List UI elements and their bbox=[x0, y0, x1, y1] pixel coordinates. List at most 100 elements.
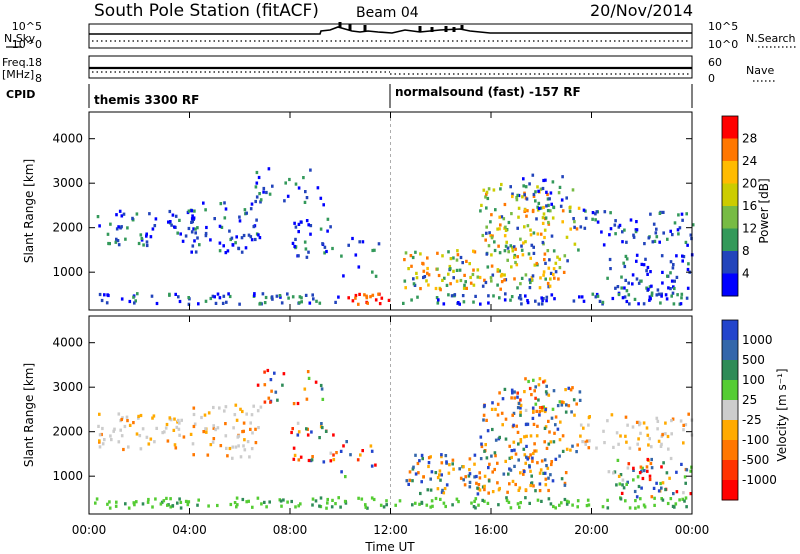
data-cell bbox=[685, 505, 688, 509]
data-cell bbox=[243, 208, 247, 212]
data-cell bbox=[314, 499, 318, 503]
data-cell bbox=[677, 232, 680, 236]
data-cell bbox=[431, 504, 434, 508]
data-cell bbox=[672, 492, 675, 496]
data-cell bbox=[619, 497, 623, 501]
data-cell bbox=[137, 241, 141, 246]
data-cell bbox=[192, 227, 195, 231]
data-cell bbox=[537, 189, 540, 193]
data-cell bbox=[440, 473, 443, 477]
data-cell bbox=[526, 209, 529, 213]
colorbar-swatch bbox=[722, 440, 738, 461]
data-cell bbox=[524, 273, 528, 277]
data-cell bbox=[394, 503, 397, 507]
data-cell bbox=[243, 438, 246, 442]
data-cell bbox=[120, 417, 123, 422]
data-cell bbox=[179, 506, 183, 510]
data-cell bbox=[235, 418, 239, 422]
data-cell bbox=[635, 495, 639, 499]
data-cell bbox=[532, 194, 536, 198]
data-cell bbox=[485, 252, 489, 256]
data-cell bbox=[364, 505, 368, 509]
colorbar-tick-label: -500 bbox=[742, 453, 769, 467]
data-cell bbox=[530, 243, 534, 247]
data-cell bbox=[510, 265, 513, 269]
data-cell bbox=[503, 249, 507, 253]
data-cell bbox=[186, 503, 190, 507]
data-cell bbox=[649, 461, 653, 466]
data-cell bbox=[557, 277, 560, 281]
data-cell bbox=[404, 251, 408, 255]
colorbar-swatch bbox=[722, 161, 738, 184]
data-cell bbox=[601, 300, 605, 304]
data-cell bbox=[164, 426, 168, 430]
data-cell bbox=[532, 231, 536, 235]
data-cell bbox=[489, 276, 493, 280]
data-cell bbox=[410, 264, 413, 268]
data-cell bbox=[650, 284, 653, 288]
data-cell bbox=[516, 395, 519, 399]
data-cell bbox=[635, 253, 639, 257]
data-cell bbox=[98, 439, 101, 443]
data-cell bbox=[124, 237, 127, 241]
data-cell bbox=[639, 431, 642, 435]
data-cell bbox=[572, 299, 576, 303]
data-cell bbox=[170, 223, 173, 227]
y-tick-label: 2000 bbox=[52, 221, 83, 235]
data-cell bbox=[553, 297, 556, 301]
data-cell bbox=[462, 478, 465, 482]
data-cell bbox=[456, 249, 459, 253]
data-cell bbox=[690, 465, 693, 469]
data-cell bbox=[171, 213, 175, 217]
data-cell bbox=[594, 218, 597, 222]
data-cell bbox=[625, 257, 629, 261]
data-cell bbox=[552, 272, 555, 277]
data-cell bbox=[250, 447, 254, 451]
data-cell bbox=[155, 301, 159, 306]
data-cell bbox=[334, 300, 337, 304]
data-cell bbox=[672, 263, 675, 267]
data-cell bbox=[113, 427, 116, 431]
data-cell bbox=[632, 478, 635, 482]
data-cell bbox=[223, 409, 226, 413]
data-cell bbox=[223, 216, 227, 220]
data-cell bbox=[98, 224, 101, 228]
data-cell bbox=[429, 455, 432, 459]
data-cell bbox=[442, 501, 446, 505]
data-cell bbox=[148, 212, 151, 216]
data-cell bbox=[345, 440, 348, 444]
data-cell bbox=[494, 454, 497, 458]
data-cell bbox=[682, 255, 686, 259]
data-cell bbox=[533, 442, 536, 446]
data-cell bbox=[545, 384, 548, 388]
data-cell bbox=[535, 261, 539, 266]
data-cell bbox=[520, 248, 524, 252]
data-cell bbox=[538, 410, 541, 414]
data-cell bbox=[455, 497, 459, 501]
data-cell bbox=[452, 467, 455, 471]
data-cell bbox=[642, 421, 646, 425]
data-cell bbox=[543, 252, 547, 256]
data-cell bbox=[259, 200, 262, 204]
power-colorbar-label: Power [dB] bbox=[757, 178, 771, 243]
data-cell bbox=[476, 268, 480, 272]
data-cell bbox=[256, 409, 260, 413]
data-cell bbox=[653, 496, 656, 500]
data-cell bbox=[468, 457, 472, 461]
data-cell bbox=[429, 488, 433, 492]
data-cell bbox=[265, 190, 268, 195]
data-cell bbox=[403, 279, 407, 283]
data-cell bbox=[371, 293, 375, 297]
data-cell bbox=[550, 202, 553, 206]
data-cell bbox=[303, 387, 307, 391]
data-cell bbox=[280, 301, 284, 305]
data-cell bbox=[558, 266, 562, 270]
data-cell bbox=[542, 178, 545, 183]
data-cell bbox=[377, 292, 380, 296]
data-cell bbox=[530, 393, 533, 397]
data-cell bbox=[498, 391, 501, 395]
data-cell bbox=[478, 476, 482, 480]
data-cell bbox=[452, 276, 455, 280]
data-cell bbox=[548, 430, 551, 434]
data-cell bbox=[412, 277, 415, 281]
